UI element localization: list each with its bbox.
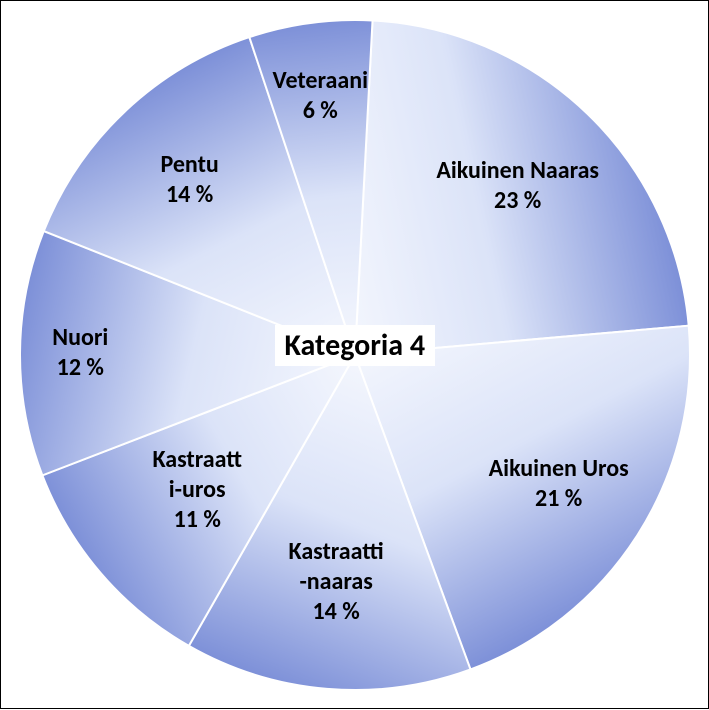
slice-label: Pentu14 % xyxy=(160,150,218,210)
slice-label: Kastraatti-uros11 % xyxy=(152,445,242,535)
slice-label-line: Pentu xyxy=(160,150,218,180)
slice-label-line: Kastraatt xyxy=(152,445,242,475)
slice-label-line: -naaras xyxy=(289,567,384,597)
slice-percent: 12 % xyxy=(52,353,108,383)
slice-percent: 21 % xyxy=(489,484,629,514)
slice-percent: 23 % xyxy=(436,186,599,216)
slice-label: Kastraatti-naaras14 % xyxy=(289,537,384,627)
chart-title: Kategoria 4 xyxy=(275,325,436,366)
slice-label-line: Aikuinen Naaras xyxy=(436,156,599,186)
pie-chart-frame: Aikuinen Naaras23 % Aikuinen Uros21 % Kast… xyxy=(0,0,709,709)
slice-percent: 14 % xyxy=(160,180,218,210)
slice-label: Aikuinen Naaras23 % xyxy=(436,156,599,216)
slice-label: Aikuinen Uros21 % xyxy=(489,454,629,514)
slice-label-line: i-uros xyxy=(152,475,242,505)
slice-percent: 14 % xyxy=(289,597,384,627)
slice-label: Veteraani6 % xyxy=(273,66,368,126)
slice-label: Nuori12 % xyxy=(52,323,108,383)
slice-label-line: Aikuinen Uros xyxy=(489,454,629,484)
slice-label-line: Nuori xyxy=(52,323,108,353)
slice-percent: 11 % xyxy=(152,505,242,535)
slice-label-line: Kastraatti xyxy=(289,537,384,567)
slice-label-line: Veteraani xyxy=(273,66,368,96)
slice-percent: 6 % xyxy=(273,96,368,126)
